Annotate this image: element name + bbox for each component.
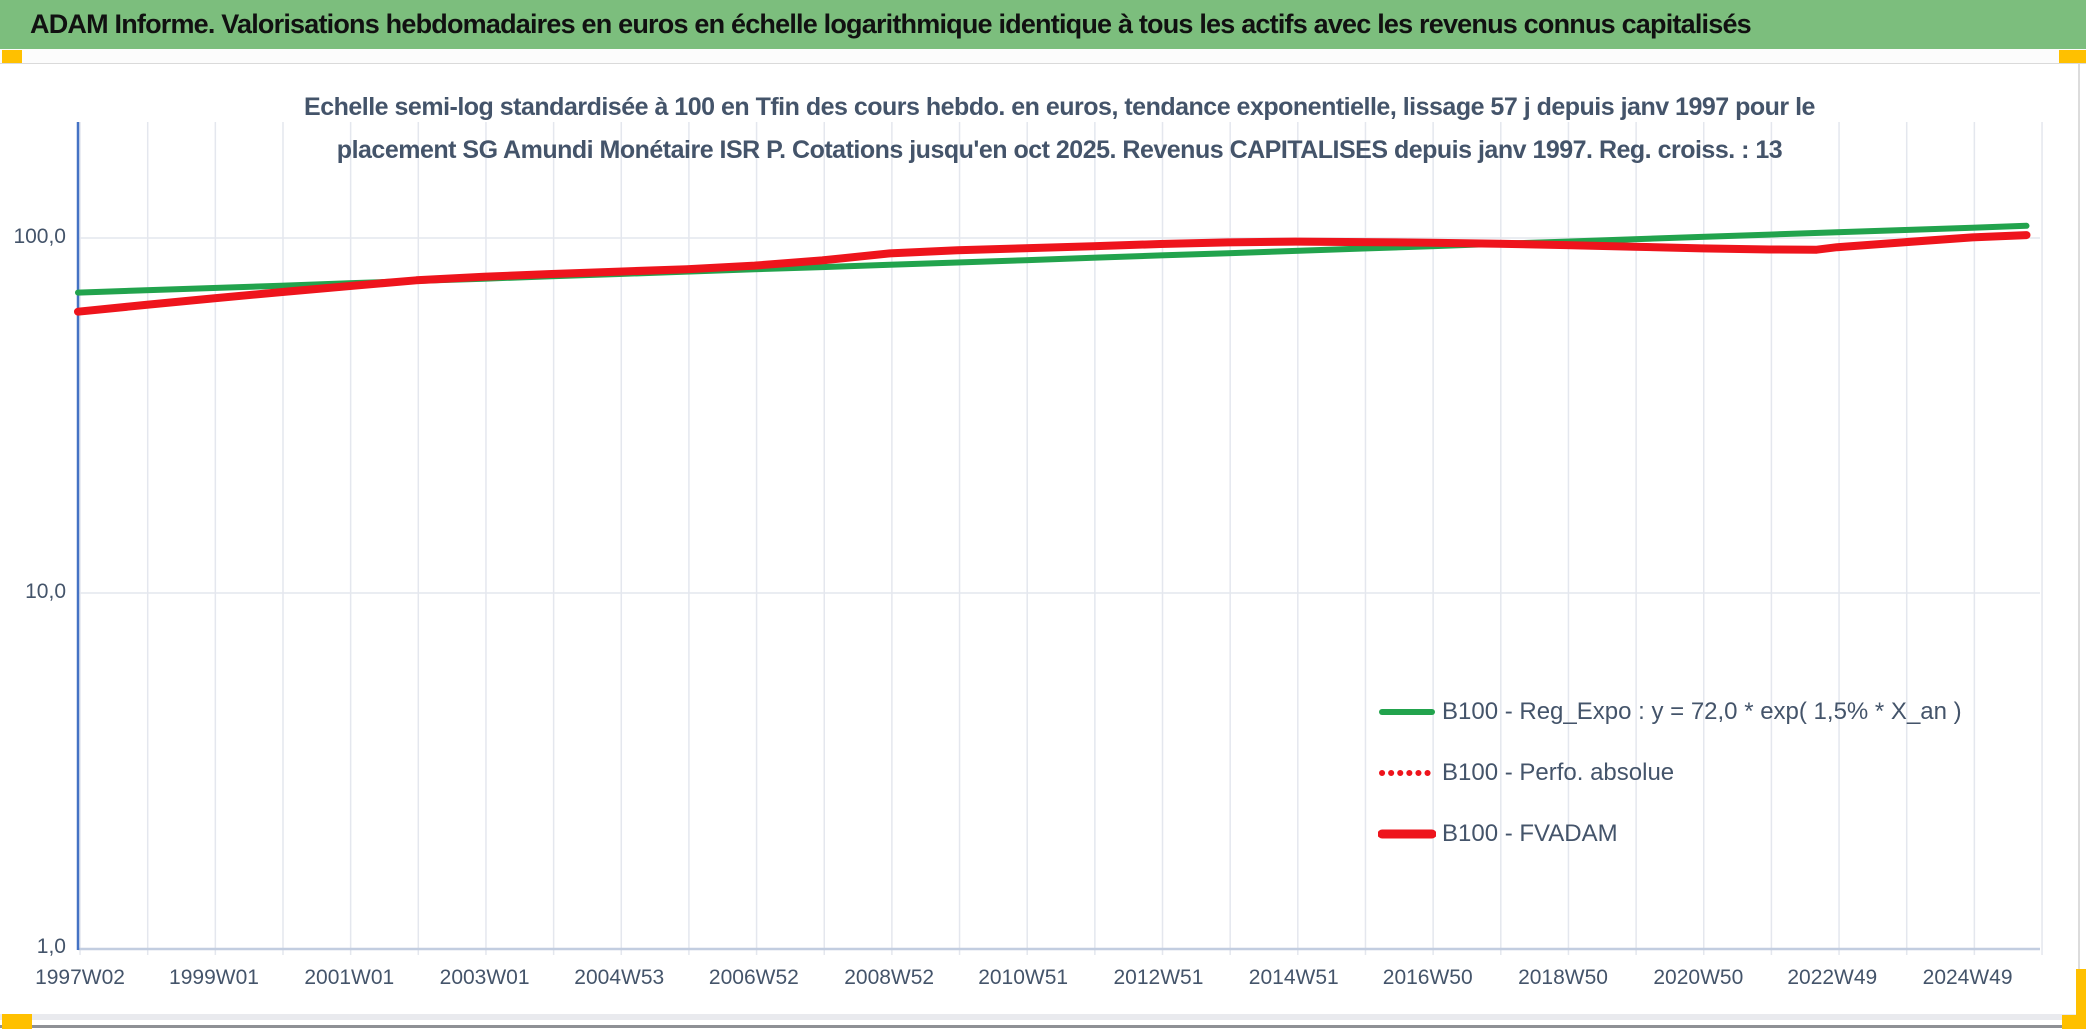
page-title: ADAM Informe. Valorisations hebdomadaire… — [30, 9, 1752, 39]
y-tick-label: 10,0 — [25, 580, 66, 603]
orange-handle-bottom-right-horizontal — [2062, 1015, 2086, 1029]
x-tick-label: 1999W01 — [169, 966, 259, 989]
bottom-divider-line — [0, 1025, 2086, 1028]
x-tick-label: 2010W51 — [978, 966, 1069, 989]
x-tick-label: 2022W49 — [1787, 966, 1878, 989]
legend-label: B100 - Reg_Expo : y = 72,0 * exp( 1,5% *… — [1442, 698, 1962, 725]
legend-label: B100 - Perfo. absolue — [1442, 759, 1675, 786]
y-tick-label: 100,0 — [13, 225, 66, 248]
legend-label: B100 - FVADAM — [1442, 820, 1618, 847]
x-tick-label: 2001W01 — [304, 966, 395, 989]
x-tick-label: 2012W51 — [1113, 966, 1204, 989]
y-tick-label: 1,0 — [36, 935, 66, 958]
orange-handle-top-right — [2059, 50, 2086, 63]
legend-swatch-line — [1379, 709, 1435, 715]
legend-swatch-line — [1378, 829, 1436, 839]
chart-right-border — [2078, 64, 2080, 1006]
x-tick-label: 2020W50 — [1653, 966, 1744, 989]
x-tick-label: 2018W50 — [1518, 966, 1608, 989]
header-substrip — [0, 49, 2086, 64]
legend-item: B100 - FVADAM — [1378, 817, 1618, 851]
orange-handle-bottom-left — [2, 1014, 32, 1029]
header-bar: ADAM Informe. Valorisations hebdomadaire… — [0, 0, 2086, 49]
chart-title: Echelle semi-log standardisée à 100 en T… — [79, 86, 2040, 172]
chart-canvas — [0, 64, 2086, 1014]
x-tick-label: 2004W53 — [574, 966, 665, 989]
x-tick-label: 2008W52 — [844, 966, 935, 989]
bottom-row-band — [0, 1014, 2086, 1020]
orange-handle-top-left — [2, 50, 22, 63]
x-tick-label: 1997W02 — [35, 966, 125, 989]
x-tick-label: 2006W52 — [708, 966, 799, 989]
x-tick-label: 2003W01 — [439, 966, 530, 989]
orange-handle-bottom-right-vertical — [2076, 969, 2086, 1026]
legend-swatch-line — [1379, 770, 1435, 776]
legend-item: B100 - Perfo. absolue — [1378, 756, 1674, 790]
x-tick-label: 2024W49 — [1922, 966, 2013, 989]
x-tick-label: 2016W50 — [1382, 966, 1473, 989]
x-tick-label: 2014W51 — [1248, 966, 1339, 989]
chart-title-line2: placement SG Amundi Monétaire ISR P. Cot… — [336, 136, 1783, 164]
chart-title-line1: Echelle semi-log standardisée à 100 en T… — [304, 93, 1815, 121]
legend-item: B100 - Reg_Expo : y = 72,0 * exp( 1,5% *… — [1378, 695, 1962, 729]
